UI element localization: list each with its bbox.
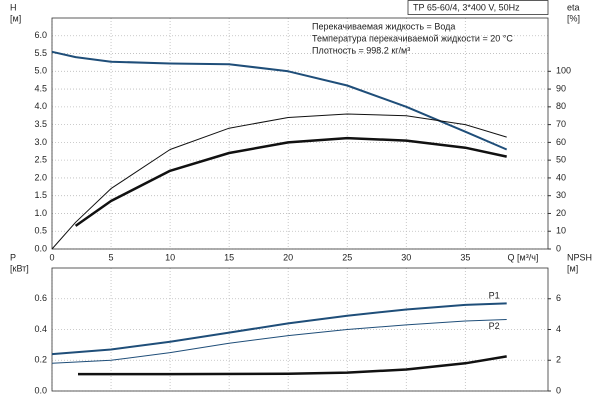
y-axis-label: H: [10, 2, 17, 12]
plot-frame: [51, 17, 549, 250]
y2-axis-label: eta: [567, 2, 580, 12]
series-line: [51, 113, 507, 250]
annotation: Плотность = 998.2 кг/м³: [312, 45, 410, 55]
x-tick-label: 35: [460, 252, 470, 262]
series-line: [74, 136, 507, 227]
y2-tick-label: 50: [556, 155, 566, 165]
y-tick-label: 5.5: [34, 48, 47, 58]
chart-title: TP 65-60/4, 3*400 V, 50Hz: [413, 2, 520, 12]
x-axis-label: Q [м³/ч]: [508, 252, 539, 262]
y2-tick-label: 0: [556, 385, 561, 395]
plot-frame: [51, 267, 549, 392]
annotation: Перекачиваемая жидкость = Вода: [312, 21, 455, 31]
y2-tick-label: 90: [556, 83, 566, 93]
y-tick-label: 0.2: [34, 355, 47, 365]
y2-axis-label: NPSH: [567, 252, 592, 262]
y2-tick-label: 100: [556, 66, 571, 76]
y2-tick-label: 60: [556, 137, 566, 147]
series-line: [51, 319, 507, 364]
y-tick-label: 2.5: [34, 155, 47, 165]
y2-tick-label: 10: [556, 226, 566, 236]
y-tick-label: 0.4: [34, 324, 47, 334]
y-tick-label: 5.0: [34, 66, 47, 76]
y-axis-label: P: [10, 252, 16, 262]
y-tick-label: 3.5: [34, 119, 47, 129]
y-tick-label: 1.0: [34, 208, 47, 218]
y-tick-label: 4.0: [34, 101, 47, 111]
title-box: [407, 0, 549, 15]
series-line: [51, 302, 507, 356]
series-line: [78, 355, 507, 376]
x-tick-label: 0: [49, 252, 54, 262]
series-label: P2: [489, 321, 500, 331]
y2-tick-label: 2: [556, 355, 561, 365]
y-axis-unit: [кВт]: [10, 263, 29, 273]
y2-tick-label: 40: [556, 172, 566, 182]
y-tick-label: 0.6: [34, 293, 47, 303]
y2-axis-unit: [м]: [567, 263, 578, 273]
x-tick-label: 10: [165, 252, 175, 262]
y-tick-label: 4.5: [34, 83, 47, 93]
y2-tick-label: 30: [556, 190, 566, 200]
y-tick-label: 0.5: [34, 226, 47, 236]
y2-tick-label: 80: [556, 101, 566, 111]
y-tick-label: 6.0: [34, 30, 47, 40]
y-tick-label: 0.0: [34, 385, 47, 395]
y2-tick-label: 6: [556, 293, 561, 303]
x-tick-label: 25: [342, 252, 352, 262]
y2-tick-label: 4: [556, 324, 561, 334]
y-tick-label: 3.0: [34, 137, 47, 147]
y-tick-label: 1.5: [34, 190, 47, 200]
x-tick-label: 15: [224, 252, 234, 262]
series-label: P1: [489, 291, 500, 301]
annotation: Температура перекачиваемой жидкости = 20…: [312, 33, 513, 43]
x-tick-label: 30: [401, 252, 411, 262]
y2-tick-label: 20: [556, 208, 566, 218]
y2-tick-label: 70: [556, 119, 566, 129]
y-tick-label: 2.0: [34, 172, 47, 182]
y-axis-unit: [м]: [10, 13, 21, 23]
y2-axis-unit: [%]: [567, 13, 580, 23]
x-tick-label: 20: [283, 252, 293, 262]
x-tick-label: 5: [109, 252, 114, 262]
y2-tick-label: 0: [556, 243, 561, 253]
series-line: [51, 50, 508, 151]
y-tick-label: 0.0: [34, 243, 47, 253]
